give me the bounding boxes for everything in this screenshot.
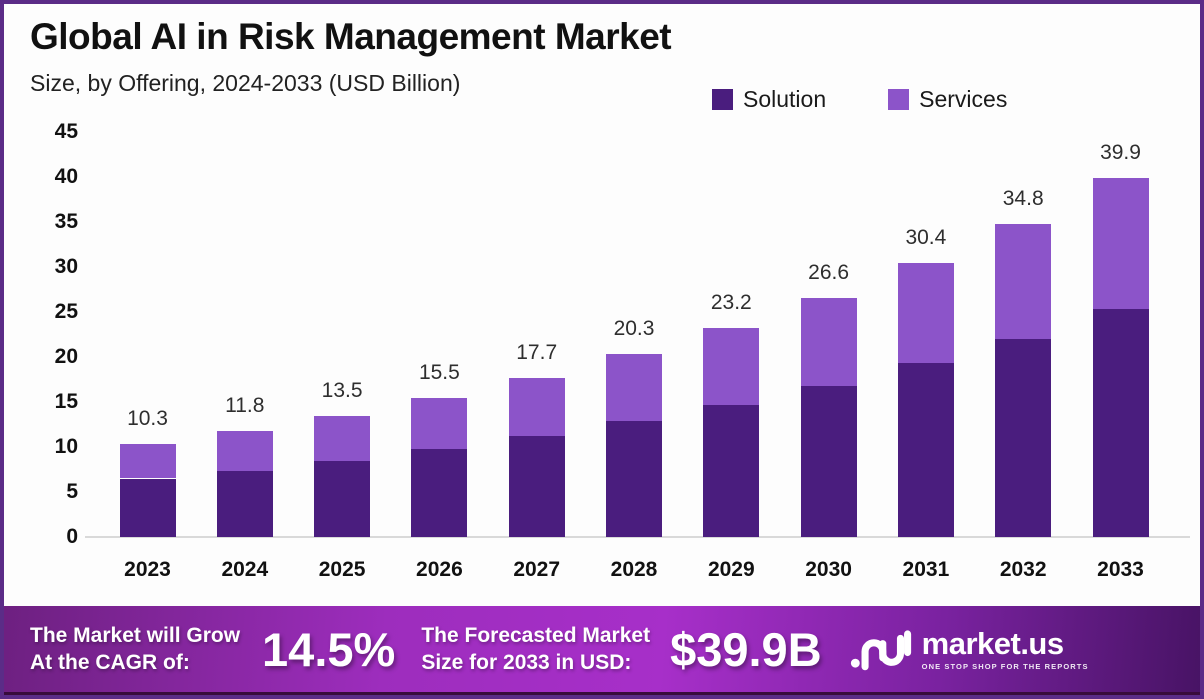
y-axis-tick: 15 [54,390,78,413]
bar-total-label: 11.8 [225,393,265,417]
bar-segment-services [314,415,371,462]
forecast-label-line2: Size for 2033 in USD: [421,651,632,674]
y-axis-tick: 45 [54,120,78,143]
bar-total-label: 23.2 [710,291,752,315]
x-axis-tick: 2033 [1097,558,1144,581]
bar-total-label: 30.4 [905,226,947,250]
bar-segment-services [1092,177,1149,310]
y-axis-tick: 25 [54,300,78,323]
footer-banner: The Market will Grow At the CAGR of: 14.… [0,606,1204,699]
bar-total-label: 39.9 [1100,140,1141,164]
forecast-label-line1: The Forecasted Market [421,624,651,647]
legend-solution-label: Solution [743,86,827,112]
y-axis-tick: 20 [54,345,78,368]
bar-segment-solution [995,339,1052,537]
bar-segment-services [411,397,468,449]
bar-segment-solution [703,404,760,537]
y-axis-tick: 30 [54,255,78,278]
brand-text: market.us ONE STOP SHOP FOR THE REPORTS [922,628,1089,671]
bar-segment-services [995,223,1052,339]
bar-total-label: 15.5 [418,360,460,384]
brand-name: market.us [921,625,1064,661]
x-axis-tick: 2030 [805,558,852,581]
cagr-label: The Market will Grow At the CAGR of: [30,622,240,676]
x-axis-line [85,536,1190,538]
x-axis-tick: 2031 [902,558,950,581]
cagr-label-line2: At the CAGR of: [30,651,190,674]
bar-segment-services [216,430,273,472]
chart-legend: Solution Services [712,86,1007,113]
bar-segment-solution [800,385,857,537]
legend-solution-swatch [712,89,733,110]
bar-segment-solution [897,363,954,537]
y-axis-tick: 35 [54,210,78,233]
cagr-value: 14.5% [262,622,396,676]
y-axis-tick: 40 [54,165,78,188]
forecast-value: $39.9B [670,622,822,676]
brand-logo: market.us ONE STOP SHOP FOR THE REPORTS [850,625,1089,673]
x-axis-tick: 2027 [513,558,561,581]
bar-total-label: 26.6 [808,260,850,284]
bar-total-label: 34.8 [1002,186,1044,210]
x-axis-tick: 2025 [318,558,366,581]
x-axis-tick: 2026 [416,558,463,581]
x-axis-tick: 2032 [999,558,1047,581]
page-title: Global AI in Risk Management Market [30,16,672,57]
y-axis-tick: 5 [66,480,78,503]
x-axis-tick: 2023 [124,558,171,581]
legend-services-label: Services [919,86,1008,112]
bar-total-label: 10.3 [127,407,168,431]
bar-total-label: 13.5 [321,378,363,402]
bar-segment-services [508,377,565,437]
bar-segment-solution [508,436,565,537]
bar-segment-solution [216,471,273,537]
x-axis-tick: 2028 [610,558,658,581]
bar-segment-solution [314,461,371,537]
brand-tagline: ONE STOP SHOP FOR THE REPORTS [921,661,1089,671]
legend-item-solution: Solution [712,86,826,113]
legend-services-swatch [888,89,910,110]
legend-item-services: Services [888,86,1007,113]
bar-segment-solution [606,420,662,537]
bar-segment-solution [411,448,468,537]
bar-segment-solution [119,478,176,537]
y-axis-tick: 0 [66,525,78,548]
bar-segment-services [703,328,760,405]
y-axis-tick: 10 [54,435,78,458]
x-axis-tick: 2029 [707,558,755,581]
cagr-label-line1: The Market will Grow [30,624,241,647]
bar-total-label: 20.3 [613,317,655,341]
forecast-label: The Forecasted Market Size for 2033 in U… [421,622,650,676]
page-subtitle: Size, by Offering, 2024-2033 (USD Billio… [30,70,461,96]
x-axis-tick: 2024 [221,558,269,581]
bar-segment-services [800,297,857,386]
marketus-logo-icon [850,630,911,671]
bar-segment-services [606,354,662,421]
bar-segment-services [897,263,954,364]
bar-total-label: 17.7 [516,340,558,364]
bar-segment-solution [1092,309,1149,537]
bar-segment-services [119,444,176,479]
